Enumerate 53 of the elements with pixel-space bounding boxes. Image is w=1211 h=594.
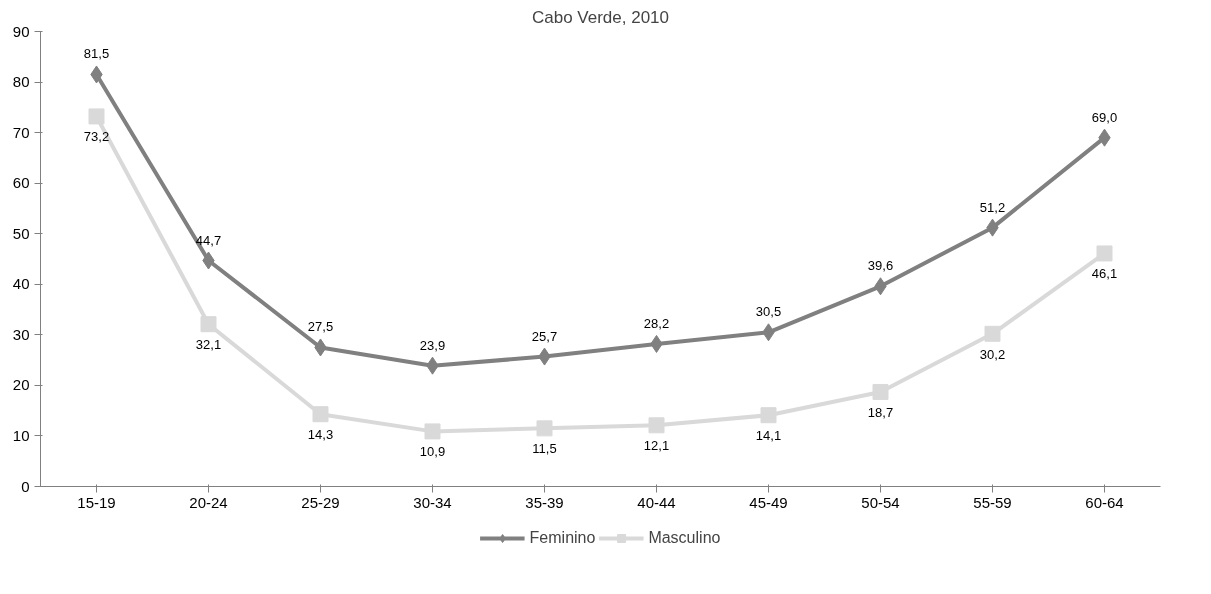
x-tick-label: 20-24 bbox=[189, 493, 228, 511]
data-label: 10,9 bbox=[419, 444, 446, 460]
data-label: 44,7 bbox=[195, 232, 222, 248]
data-label: 51,2 bbox=[979, 199, 1006, 215]
y-tick-label: 20 bbox=[12, 376, 30, 394]
data-label: 28,2 bbox=[643, 315, 670, 331]
x-tick-label: 30-34 bbox=[413, 493, 452, 511]
legend-label: Masculino bbox=[648, 528, 721, 547]
x-tick-label: 25-29 bbox=[301, 493, 340, 511]
data-label: 73,2 bbox=[83, 129, 110, 145]
point bbox=[312, 406, 329, 423]
point bbox=[88, 108, 105, 125]
legend-label: Feminino bbox=[529, 528, 596, 547]
data-label: 18,7 bbox=[867, 404, 894, 420]
y-tick-label: 0 bbox=[21, 477, 30, 495]
y-tick-label: 90 bbox=[12, 22, 30, 40]
data-label: 12,1 bbox=[643, 438, 670, 454]
y-tick-label: 70 bbox=[12, 123, 30, 141]
x-tick-label: 60-64 bbox=[1085, 493, 1124, 511]
y-tick-label: 30 bbox=[12, 325, 30, 343]
data-label: 39,6 bbox=[867, 258, 894, 274]
data-label: 25,7 bbox=[531, 328, 558, 344]
data-label: 46,1 bbox=[1091, 266, 1118, 282]
x-tick-label: 40-44 bbox=[637, 493, 676, 511]
y-tick-label: 50 bbox=[12, 224, 30, 242]
chart-title: Cabo Verde, 2010 bbox=[531, 7, 670, 27]
data-label: 27,5 bbox=[307, 319, 334, 335]
x-tick-label: 45-49 bbox=[749, 493, 788, 511]
data-label: 23,9 bbox=[419, 337, 446, 353]
data-label: 30,2 bbox=[979, 346, 1006, 362]
data-label: 81,5 bbox=[83, 46, 110, 62]
y-tick-label: 80 bbox=[12, 73, 30, 91]
data-label: 11,5 bbox=[532, 441, 557, 457]
point bbox=[872, 383, 889, 400]
y-tick-label: 10 bbox=[12, 426, 30, 444]
point bbox=[536, 420, 553, 437]
data-label: 32,1 bbox=[195, 337, 222, 353]
point bbox=[760, 407, 777, 424]
data-label: 14,1 bbox=[755, 428, 782, 444]
data-label: 30,5 bbox=[755, 304, 782, 320]
point bbox=[200, 316, 217, 333]
point bbox=[648, 417, 665, 434]
x-tick-label: 55-59 bbox=[973, 493, 1012, 511]
y-tick-label: 60 bbox=[12, 174, 30, 192]
y-tick-label: 40 bbox=[12, 275, 30, 293]
x-tick-label: 35-39 bbox=[525, 493, 564, 511]
point bbox=[1096, 245, 1113, 262]
point bbox=[984, 325, 1001, 342]
x-tick-label: 50-54 bbox=[861, 493, 900, 511]
x-tick-label: 15-19 bbox=[77, 493, 116, 511]
data-label: 69,0 bbox=[1091, 109, 1118, 125]
point bbox=[424, 423, 441, 440]
data-label: 14,3 bbox=[307, 427, 334, 443]
